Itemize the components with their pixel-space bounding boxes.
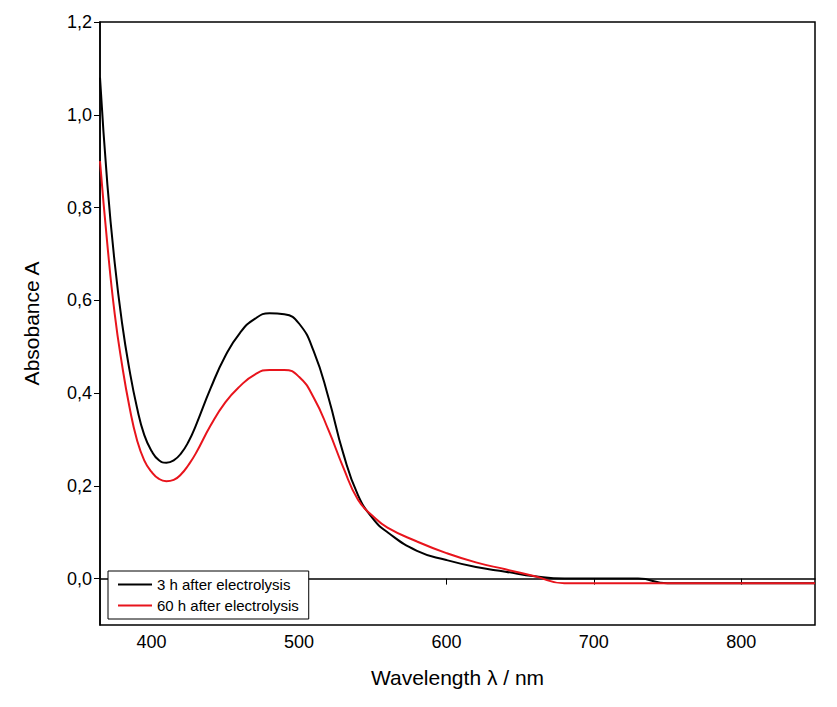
svg-text:Absobance A: Absobance A <box>20 262 43 386</box>
svg-text:1,0: 1,0 <box>67 105 92 125</box>
svg-text:60 h after electrolysis: 60 h after electrolysis <box>157 597 299 614</box>
svg-text:0,4: 0,4 <box>67 383 92 403</box>
svg-text:500: 500 <box>284 632 314 652</box>
svg-text:0,6: 0,6 <box>67 290 92 310</box>
svg-text:800: 800 <box>726 632 756 652</box>
svg-text:600: 600 <box>431 632 461 652</box>
svg-text:700: 700 <box>579 632 609 652</box>
svg-text:1,2: 1,2 <box>67 12 92 32</box>
svg-text:0,8: 0,8 <box>67 198 92 218</box>
svg-text:0,2: 0,2 <box>67 476 92 496</box>
svg-text:Wavelength λ / nm: Wavelength λ / nm <box>371 666 544 689</box>
svg-text:3 h after electrolysis: 3 h after electrolysis <box>157 576 290 593</box>
svg-text:0,0: 0,0 <box>67 569 92 589</box>
svg-text:400: 400 <box>137 632 167 652</box>
